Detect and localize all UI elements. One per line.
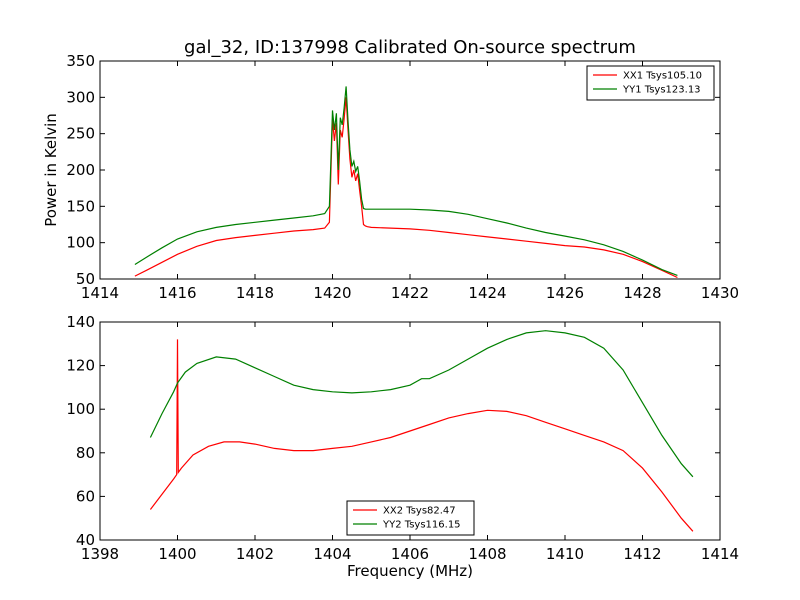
x-tick-label: 1422 [391,284,429,302]
x-tick-label: 1408 [468,545,506,563]
y-tick-label: 120 [66,357,95,375]
chart-panel-2: 1398 1400 1402 1404 1406 1408 1410 1412 1414 40 60… [66,313,739,580]
series-line-2 [134,86,678,276]
x-tick-label: 1412 [623,545,661,563]
legend-label: XX2 Tsys82.47 [383,506,456,517]
x-tick-label: 1404 [313,545,351,563]
y-tick-label: 150 [66,197,95,215]
x-tick-label: 1410 [546,545,584,563]
series-line-1 [134,97,678,279]
legend-box [346,500,475,536]
chart-title: gal_32, ID:137998 Calibrated On-source s… [184,37,636,58]
chart-panel-1: 1414 1416 1418 1420 1422 1424 1426 1428 1430 50 10… [42,52,739,302]
legend-box [586,65,715,101]
y-tick-label: 50 [76,270,95,288]
y-tick-label: 140 [66,313,95,331]
y-axis-label: Power in Kelvin [42,113,60,227]
x-tick-label: 1420 [313,284,351,302]
x-tick-label: 1406 [391,545,429,563]
x-tick-label: 1414 [701,545,739,563]
series-group [149,330,694,532]
series-line-1 [149,339,694,532]
y-tick-label: 250 [66,125,95,143]
x-tick-label: 1414 [81,284,119,302]
y-tick-label: 300 [66,88,95,106]
x-tick-label: 1416 [158,284,196,302]
x-tick-label: 1398 [81,545,119,563]
legend: XX2 Tsys82.47 YY2 Tsys116.15 [346,500,475,536]
x-tick-label: 1426 [546,284,584,302]
series-group [134,86,678,279]
x-tick-label: 1428 [623,284,661,302]
y-tick-label: 200 [66,161,95,179]
x-tick-label: 1402 [236,545,274,563]
x-axis-label: Frequency (MHz) [347,562,473,580]
series-line-2 [149,330,694,478]
y-tick-label: 80 [76,444,95,462]
y-tick-label: 350 [66,52,95,70]
y-tick-label: 100 [66,234,95,252]
x-tick-label: 1424 [468,284,506,302]
x-tick-label: 1418 [236,284,274,302]
legend-label: YY1 Tsys123.13 [622,85,701,96]
legend-label: XX1 Tsys105.10 [623,71,702,82]
x-tick-label: 1430 [701,284,739,302]
y-tick-label: 100 [66,400,95,418]
y-tick-label: 60 [76,487,95,505]
y-tick-label: 40 [76,531,95,549]
legend: XX1 Tsys105.10 YY1 Tsys123.13 [586,65,715,101]
x-tick-label: 1400 [158,545,196,563]
legend-label: YY2 Tsys116.15 [382,520,461,531]
